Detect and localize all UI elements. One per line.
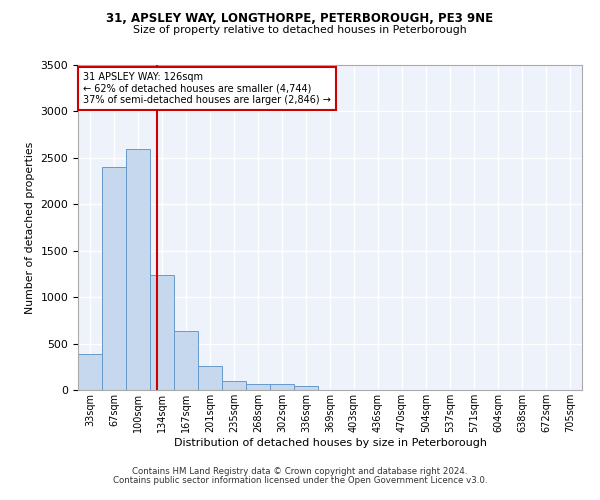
- X-axis label: Distribution of detached houses by size in Peterborough: Distribution of detached houses by size …: [173, 438, 487, 448]
- Text: 31 APSLEY WAY: 126sqm
← 62% of detached houses are smaller (4,744)
37% of semi-d: 31 APSLEY WAY: 126sqm ← 62% of detached …: [83, 72, 331, 104]
- Bar: [78, 354, 102, 390]
- Bar: [294, 386, 318, 390]
- Text: Contains public sector information licensed under the Open Government Licence v3: Contains public sector information licen…: [113, 476, 487, 485]
- Bar: [270, 384, 294, 390]
- Bar: [102, 167, 126, 390]
- Text: Size of property relative to detached houses in Peterborough: Size of property relative to detached ho…: [133, 25, 467, 35]
- Bar: [198, 366, 222, 390]
- Bar: [222, 380, 246, 390]
- Text: Contains HM Land Registry data © Crown copyright and database right 2024.: Contains HM Land Registry data © Crown c…: [132, 467, 468, 476]
- Text: 31, APSLEY WAY, LONGTHORPE, PETERBOROUGH, PE3 9NE: 31, APSLEY WAY, LONGTHORPE, PETERBOROUGH…: [106, 12, 494, 26]
- Bar: [126, 148, 150, 390]
- Y-axis label: Number of detached properties: Number of detached properties: [25, 142, 35, 314]
- Bar: [174, 330, 198, 390]
- Bar: [246, 384, 270, 390]
- Bar: [150, 275, 174, 390]
